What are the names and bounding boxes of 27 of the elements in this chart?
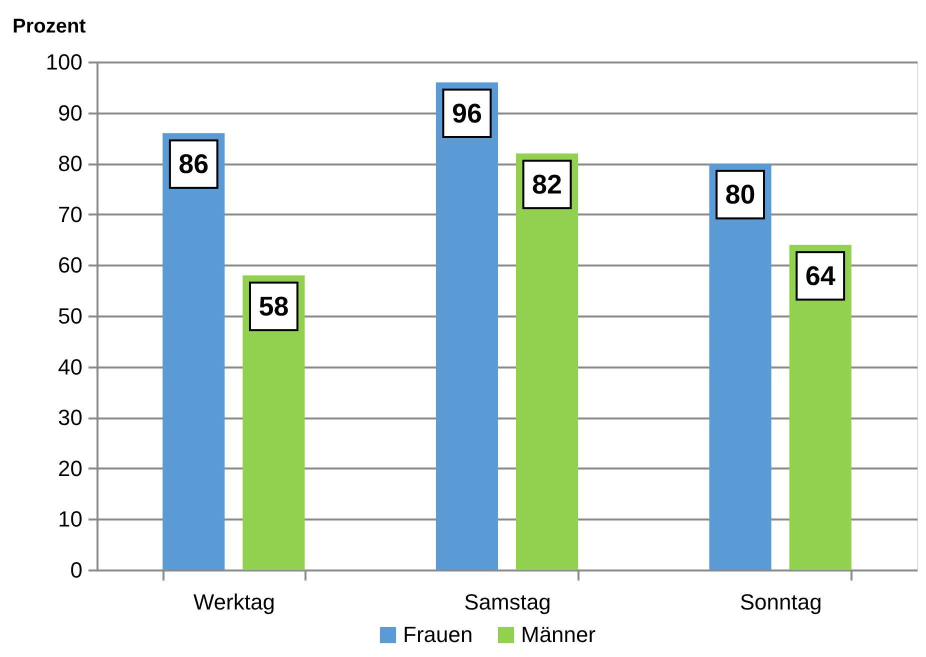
y-tick-label: 90 <box>58 100 82 126</box>
legend-label: Männer <box>521 622 596 647</box>
data-label: 80 <box>725 180 756 210</box>
bar <box>516 153 578 570</box>
y-axis-title: Prozent <box>12 16 86 38</box>
y-tick-label: 80 <box>58 151 82 176</box>
y-tick-label: 50 <box>58 304 82 328</box>
data-label: 58 <box>258 291 289 322</box>
bar <box>162 133 225 570</box>
x-tick-label: Werktag <box>193 590 275 614</box>
bar <box>436 82 498 570</box>
y-tick-label: 60 <box>58 252 82 278</box>
data-label: 86 <box>178 149 209 180</box>
x-tick-label: Sonntag <box>740 590 822 614</box>
y-tick-label: 0 <box>70 558 82 582</box>
data-label: 64 <box>805 260 836 291</box>
bar <box>709 164 772 570</box>
data-label: 96 <box>452 98 482 128</box>
data-label: 82 <box>532 169 562 200</box>
y-tick-label: 20 <box>58 456 82 481</box>
y-tick-label: 100 <box>46 50 82 74</box>
legend-label: Frauen <box>403 622 473 647</box>
y-tick-label: 70 <box>58 202 82 227</box>
x-tick-label: Samstag <box>464 590 551 614</box>
y-tick-label: 40 <box>58 354 82 380</box>
y-tick-label: 10 <box>58 506 82 532</box>
y-tick-label: 30 <box>58 405 82 430</box>
